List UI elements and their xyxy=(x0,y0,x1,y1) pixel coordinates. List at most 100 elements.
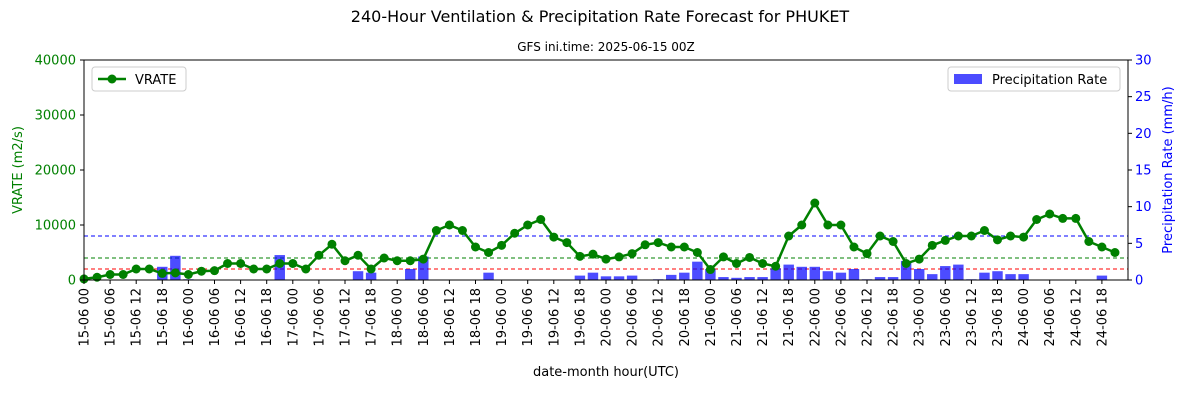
vrate-point xyxy=(862,249,872,259)
vrate-point xyxy=(979,226,989,235)
precipitation-bar xyxy=(1096,275,1108,280)
vrate-point xyxy=(640,240,650,250)
vrate-point xyxy=(966,231,976,241)
x-tick-label: 16-06 06 xyxy=(208,288,223,346)
y-right-tick-label: 30 xyxy=(1135,54,1152,69)
vrate-point xyxy=(823,220,833,230)
vrate-point xyxy=(523,220,533,230)
x-tick-label: 18-06 12 xyxy=(443,288,458,346)
vrate-point xyxy=(705,265,715,275)
vrate-series xyxy=(79,198,1120,284)
y-axis-right: 0 5 10 15 20 25 30 xyxy=(1128,54,1152,289)
x-tick-label: 22-06 00 xyxy=(808,288,823,346)
vrate-point xyxy=(105,270,115,279)
precipitation-bar xyxy=(365,272,377,280)
vrate-point xyxy=(888,237,898,246)
vrate-point xyxy=(327,239,337,249)
legend-precipitation-swatch xyxy=(954,74,982,84)
precipitation-bar xyxy=(848,269,860,280)
precipitation-bar xyxy=(900,260,912,280)
x-tick-label: 15-06 18 xyxy=(156,288,171,346)
legend-vrate-label: VRATE xyxy=(135,73,176,88)
x-tick-label: 18-06 00 xyxy=(391,288,406,346)
precipitation-bar xyxy=(600,276,612,280)
precipitation-bar xyxy=(770,268,781,280)
vrate-point xyxy=(288,259,298,268)
x-tick-label: 23-06 06 xyxy=(939,288,954,346)
vrate-point xyxy=(914,254,924,264)
precipitation-bar xyxy=(170,255,181,280)
precipitation-bar xyxy=(887,277,899,280)
legend-precipitation-box xyxy=(947,66,1121,92)
x-tick-label: 21-06 12 xyxy=(756,288,771,346)
precipitation-bar xyxy=(718,277,729,280)
precipitation-bar xyxy=(613,276,625,280)
vrate-point xyxy=(510,228,520,238)
vrate-point xyxy=(457,226,467,235)
x-tick-label: 19-06 06 xyxy=(521,288,536,346)
vrate-point xyxy=(745,252,755,262)
x-tick-label: 17-06 00 xyxy=(286,288,301,346)
y-right-tick-label: 25 xyxy=(1135,90,1152,105)
vrate-point xyxy=(614,252,624,262)
precipitation-bar xyxy=(1018,274,1029,280)
vrate-point xyxy=(170,268,180,278)
vrate-point xyxy=(353,250,363,260)
x-tick-label: 23-06 18 xyxy=(991,288,1006,346)
vrate-point xyxy=(1071,213,1081,223)
x-tick-label: 15-06 12 xyxy=(130,288,145,346)
plot-frame xyxy=(83,59,1129,281)
vrate-point xyxy=(366,264,376,274)
precipitation-bar xyxy=(679,272,690,280)
vrate-point xyxy=(196,266,206,276)
x-tick-label: 22-06 06 xyxy=(834,288,849,346)
vrate-point xyxy=(627,249,637,259)
x-tick-label: 21-06 06 xyxy=(730,288,745,346)
precipitation-bar xyxy=(574,275,586,280)
legend-vrate: VRATE xyxy=(91,66,187,92)
vrate-point xyxy=(601,254,611,264)
vrate-point xyxy=(679,242,689,252)
precipitation-bar xyxy=(352,271,364,280)
precipitation-bar xyxy=(796,266,807,280)
vrate-point xyxy=(901,259,911,268)
x-tick-label: 17-06 12 xyxy=(339,288,354,346)
vrate-point xyxy=(732,259,741,268)
vrate-point xyxy=(927,240,937,250)
vrate-point xyxy=(784,231,794,241)
precipitation-bar xyxy=(822,271,834,280)
y-left-tick-label: 20000 xyxy=(35,164,76,179)
vrate-point xyxy=(379,253,389,263)
x-tick-label: 20-06 00 xyxy=(600,288,615,346)
y-right-tick-label: 20 xyxy=(1135,127,1152,142)
vrate-point xyxy=(183,270,193,279)
x-tick-label: 24-06 00 xyxy=(1017,288,1032,346)
legend-precipitation-label: Precipitation Rate xyxy=(992,73,1107,88)
vrate-point xyxy=(236,259,246,268)
precipitation-bar xyxy=(835,272,847,280)
x-tick-label: 15-06 06 xyxy=(104,288,119,346)
precipitation-bar xyxy=(483,272,494,280)
y-right-tick-label: 0 xyxy=(1135,274,1143,289)
vrate-point xyxy=(1045,209,1055,219)
legend-vrate-box xyxy=(91,66,187,92)
vrate-point xyxy=(431,226,441,235)
precipitation-bar xyxy=(913,269,925,280)
precipitation-bar xyxy=(1005,274,1016,280)
x-tick-label: 20-06 12 xyxy=(652,288,667,346)
x-tick-label: 19-06 00 xyxy=(495,288,510,346)
vrate-point xyxy=(653,238,663,248)
precipitation-bar xyxy=(940,266,951,280)
vrate-point xyxy=(692,248,702,257)
x-tick-label: 24-06 18 xyxy=(1095,288,1110,346)
x-tick-label: 24-06 06 xyxy=(1043,288,1058,346)
vrate-point xyxy=(262,264,272,274)
x-tick-label: 21-06 00 xyxy=(704,288,719,346)
vrate-point xyxy=(940,235,950,245)
vrate-point xyxy=(275,259,285,268)
precipitation-bar xyxy=(705,269,716,280)
vrate-point xyxy=(1006,231,1016,241)
vrate-point xyxy=(497,240,507,250)
x-tick-label: 17-06 06 xyxy=(312,288,327,346)
vrate-point xyxy=(849,242,859,252)
